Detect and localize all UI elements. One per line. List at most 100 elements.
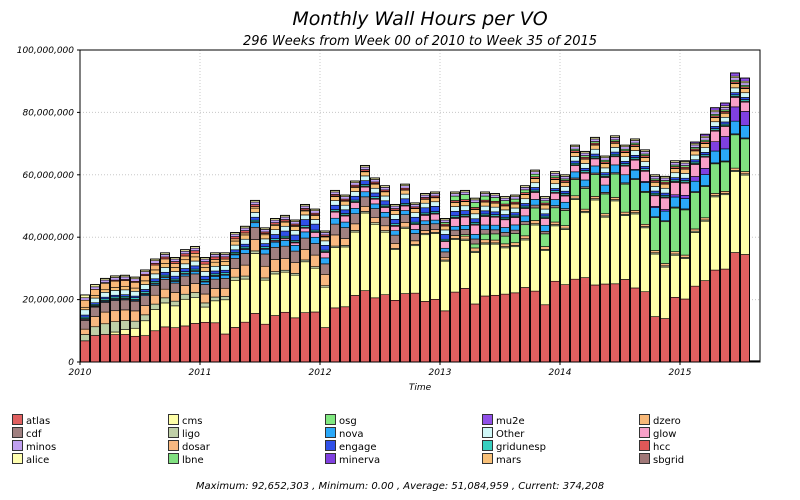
legend-item-other: Other	[482, 427, 524, 441]
legend-swatch	[325, 440, 336, 451]
bar-dosar-month-36	[440, 256, 450, 261]
bar-minos-month-22	[300, 205, 310, 209]
bar-osg-month-43	[510, 198, 520, 203]
bar-atlas-month-29	[370, 297, 380, 363]
bar-nova-month-33	[410, 229, 420, 234]
bar-glow-month-41	[490, 216, 500, 226]
bar-dosar-month-3	[110, 310, 120, 322]
bar-atlas-month-39	[470, 303, 480, 363]
legend-swatch	[482, 440, 493, 451]
bar-cms-month-53	[610, 200, 620, 285]
bar-minerva-month-64	[720, 136, 730, 150]
bar-glow-month-43	[510, 217, 520, 226]
bar-mars-month-0	[80, 306, 90, 311]
stacked-bar-chart: 0 20,000,000 40,000,000 60,000,000 80,000,00…	[17, 46, 761, 393]
bar-atlas-month-46	[540, 304, 550, 363]
bar-engage-month-50	[580, 167, 590, 171]
bar-atlas-month-44	[520, 287, 530, 363]
bar-minos-month-66	[740, 82, 750, 86]
bar-Other-month-58	[660, 187, 670, 194]
bar-dosar-month-49	[570, 195, 580, 199]
bar-engage-month-24	[320, 245, 330, 251]
bar-engage-month-7	[150, 278, 160, 282]
bar-nova-month-60	[680, 198, 690, 210]
bar-engage-month-33	[410, 216, 420, 223]
bar-Other-month-31	[390, 214, 400, 220]
bar-mars-month-21	[290, 226, 300, 231]
bar-cdf-month-38	[460, 229, 470, 235]
legend-item-lbne: lbne	[168, 453, 204, 467]
bar-atlas-month-65	[730, 252, 740, 363]
bar-cdf-month-36	[440, 251, 450, 258]
bar-Other-month-30	[380, 195, 390, 202]
bar-dosar-month-17	[250, 239, 260, 252]
bar-glow-month-31	[390, 225, 400, 231]
bar-Other-month-36	[440, 229, 450, 235]
bar-lbne-month-53	[610, 173, 620, 198]
bar-minerva-month-65	[730, 106, 740, 122]
bar-minerva-month-62	[700, 168, 710, 175]
bar-engage-month-63	[710, 126, 720, 129]
bar-engage-month-30	[380, 200, 390, 206]
bar-minos-month-27	[350, 182, 360, 186]
bar-engage-month-38	[460, 210, 470, 215]
bar-cms-month-22	[300, 261, 310, 313]
legend-swatch	[325, 414, 336, 425]
bar-Other-month-5	[130, 290, 140, 297]
legend-item-glow: glow	[639, 427, 676, 441]
bar-atlas-month-41	[490, 294, 500, 363]
legend-swatch	[168, 414, 179, 425]
legend-swatch	[12, 414, 23, 425]
bar-minos-month-1	[90, 286, 100, 290]
bar-atlas-month-63	[710, 269, 720, 363]
bar-nova-month-28	[360, 191, 370, 198]
bar-dosar-month-2	[100, 311, 110, 325]
chart-title: Monthly Wall Hours per VO	[292, 8, 548, 30]
bar-cms-month-48	[560, 229, 570, 285]
legend: atlas cdf minos alice cms ligo dosar lbne osg nov…	[12, 414, 792, 470]
bar-glow-month-54	[620, 165, 630, 176]
bar-cdf-month-21	[290, 250, 300, 263]
bar-cms-month-5	[130, 327, 140, 337]
bar-cms-month-4	[120, 329, 130, 335]
legend-item-cdf: cdf	[12, 427, 41, 441]
bar-mars-month-47	[550, 179, 560, 185]
bar-atlas-month-53	[610, 283, 620, 363]
bar-cms-month-41	[490, 243, 500, 296]
bar-dosar-month-53	[610, 197, 620, 200]
bar-ligo-month-5	[130, 320, 140, 329]
bar-engage-month-12	[200, 275, 210, 280]
bar-Other-month-21	[290, 230, 300, 236]
bar-lbne-month-59	[670, 207, 680, 252]
bar-Other-month-46	[540, 208, 550, 215]
bar-minerva-month-61	[690, 176, 700, 182]
legend-label: ligo	[182, 429, 201, 440]
bar-mars-month-61	[690, 150, 700, 156]
bar-lbne-month-66	[740, 138, 750, 172]
bar-Other-month-44	[520, 198, 530, 204]
bar-atlas-month-36	[440, 310, 450, 363]
bar-Other-month-12	[200, 271, 210, 277]
bar-cdf-month-12	[200, 284, 210, 295]
bar-cms-month-32	[400, 228, 410, 294]
legend-item-sbgrid: sbgrid	[639, 453, 684, 467]
bar-minos-month-23	[310, 210, 320, 214]
bar-dosar-month-50	[580, 208, 590, 212]
bar-mars-month-34	[420, 198, 430, 204]
bar-dosar-month-40	[480, 239, 490, 244]
bar-atlas-month-33	[410, 292, 420, 363]
bar-nova-month-51	[590, 165, 600, 174]
bar-mars-month-52	[600, 163, 610, 169]
bar-atlas-month-66	[740, 254, 750, 363]
bar-dosar-month-38	[460, 235, 470, 240]
bar-mu2e-month-65	[730, 72, 740, 77]
bar-minos-month-63	[710, 111, 720, 115]
bar-minos-month-13	[210, 254, 220, 258]
bar-cdf-month-15	[230, 257, 240, 269]
bar-ligo-month-0	[80, 334, 90, 342]
bar-cms-month-10	[180, 298, 190, 327]
bar-Other-month-2	[100, 292, 110, 298]
bar-mars-month-25	[330, 196, 340, 201]
bar-Other-month-39	[470, 213, 480, 220]
bar-glow-month-63	[710, 130, 720, 142]
